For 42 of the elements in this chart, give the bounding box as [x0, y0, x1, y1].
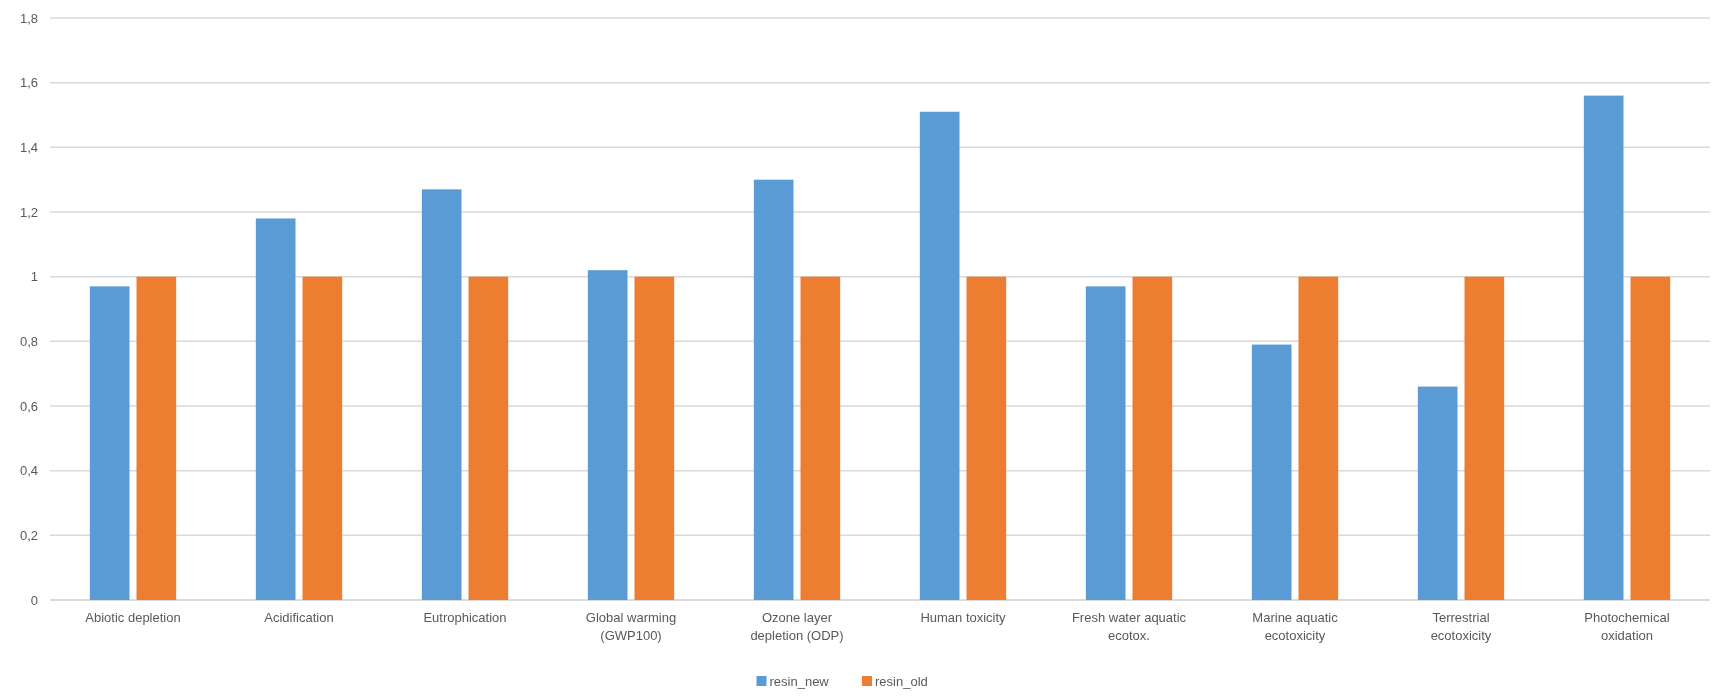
y-tick-label: 0,2 — [19, 527, 38, 543]
bar — [1417, 386, 1458, 600]
x-tick-label: Eutrophication — [423, 610, 507, 625]
x-tick-label: Acidification — [264, 610, 334, 625]
bar — [1630, 276, 1671, 600]
bar — [1298, 276, 1339, 600]
x-tick-label: Fresh water aquatic ecotox. — [1071, 610, 1187, 643]
bar — [255, 218, 296, 600]
bar — [919, 111, 960, 600]
y-tick-label: 0,8 — [19, 333, 38, 349]
x-tick-label: Ozone layer depletion (ODP) — [750, 610, 844, 643]
bar — [634, 276, 675, 600]
legend-label: resin_new — [769, 674, 830, 689]
x-tick-label: Global warming (GWP100) — [585, 610, 677, 643]
x-tick-label: Human toxicity — [920, 610, 1007, 625]
y-tick-label: 0,6 — [19, 398, 38, 414]
bar — [966, 276, 1007, 600]
y-tick-label: 1,8 — [19, 10, 38, 26]
bar — [421, 189, 462, 600]
x-tick-label: Abiotic depletion — [85, 610, 181, 625]
y-tick-label: 0 — [30, 592, 38, 608]
bar — [1132, 276, 1173, 600]
bar — [1085, 286, 1126, 600]
y-tick-label: 1 — [30, 269, 38, 285]
bar — [1464, 276, 1505, 600]
bar — [89, 286, 130, 600]
bar — [753, 179, 794, 600]
bar — [136, 276, 177, 600]
x-tick-label: Terrestrial ecotoxicity — [1430, 610, 1492, 643]
y-tick-label: 1,2 — [19, 204, 38, 220]
bar — [468, 276, 509, 600]
y-tick-label: 0,4 — [19, 463, 38, 479]
x-tick-label: Photochemical oxidation — [1584, 610, 1670, 643]
legend-label: resin_old — [875, 674, 928, 689]
bar — [1583, 95, 1624, 600]
bar — [1251, 344, 1292, 600]
x-tick-label: Marine aquatic ecotoxicity — [1252, 610, 1339, 643]
bar — [587, 270, 628, 600]
bar — [800, 276, 841, 600]
y-tick-label: 1,4 — [19, 139, 38, 155]
bar — [302, 276, 343, 600]
y-tick-label: 1,6 — [19, 75, 38, 91]
